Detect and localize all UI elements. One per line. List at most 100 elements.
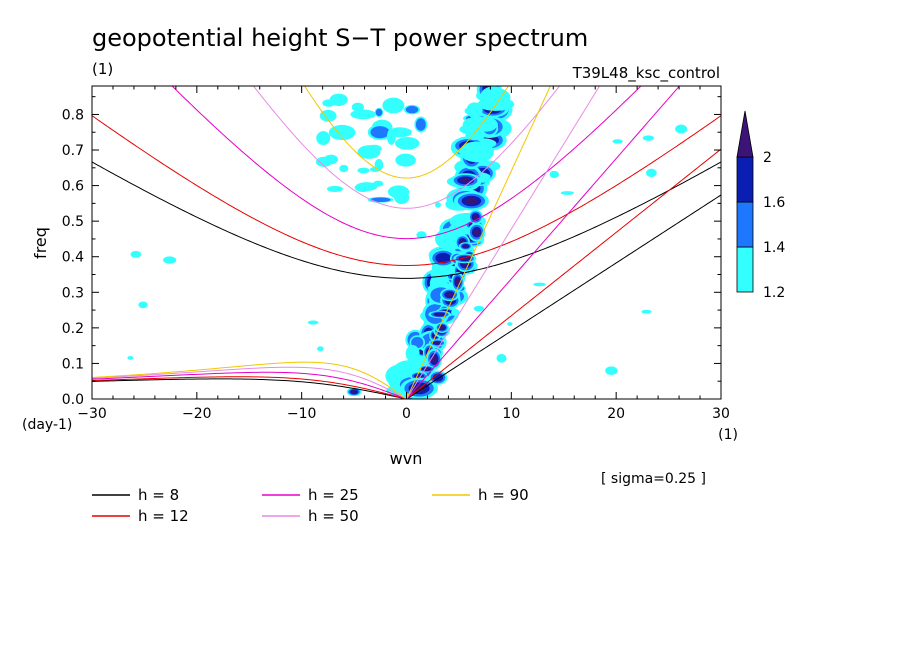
- dispersion-line: [406, 86, 681, 399]
- x-axis-ticks: −30 −20 −10 0 10 20 30: [77, 86, 730, 422]
- contour-cell: [329, 93, 348, 106]
- contour-cell: [560, 191, 575, 195]
- contour-cell: [387, 127, 412, 138]
- legend-label: h = 90: [478, 486, 529, 504]
- y-tick-label: 0.0: [62, 392, 84, 408]
- y-tick-label: 0.3: [62, 285, 84, 301]
- contour-cell: [387, 185, 410, 199]
- y-tick-label: 0.4: [62, 250, 84, 266]
- legend-label: h = 8: [138, 486, 179, 504]
- contour-cell: [366, 144, 382, 153]
- contour-cell: [496, 353, 507, 363]
- dispersion-line: [92, 366, 407, 399]
- contour-cell: [475, 116, 498, 132]
- contour-cell: [370, 126, 390, 139]
- sigma-annotation: [ sigma=0.25 ]: [601, 471, 706, 487]
- contour-cell: [533, 282, 546, 287]
- contour-cell: [465, 197, 478, 205]
- contour-cell: [369, 166, 381, 173]
- dispersion-line: [92, 361, 407, 399]
- contour-cell: [435, 252, 451, 264]
- contour-cell: [455, 278, 460, 286]
- contour-cell: [354, 183, 372, 192]
- contour-cell: [127, 356, 134, 360]
- contour-cell: [473, 214, 479, 220]
- contour-cell: [130, 250, 142, 258]
- y-tick-label: 0.1: [62, 356, 84, 372]
- y-unit-label: (day-1): [22, 417, 72, 433]
- legend-label: h = 50: [308, 507, 359, 525]
- contour-cell: [315, 156, 332, 167]
- y-axis-ticks: 0.0 0.1 0.2 0.3 0.4 0.5 0.6 0.7 0.8: [62, 96, 721, 408]
- contour-cell: [350, 109, 376, 120]
- x-tick-label: −20: [182, 406, 212, 422]
- contour-cell: [373, 180, 384, 187]
- contour-cell: [351, 102, 364, 112]
- colorbar-label: 1.6: [763, 195, 785, 211]
- dispersion-line: [171, 86, 642, 240]
- contour-cell: [479, 86, 508, 110]
- contour-cell: [501, 100, 509, 105]
- y-tick-label: 0.2: [62, 321, 84, 337]
- contour-cell: [326, 185, 343, 193]
- x-tick-label: 30: [712, 406, 730, 422]
- dispersion-line: [304, 86, 509, 179]
- contour-cell: [473, 305, 485, 312]
- colorbar-segment: [736, 156, 754, 203]
- contour-cell: [646, 168, 657, 178]
- contour-cell: [439, 325, 445, 330]
- contour-cell: [612, 139, 623, 144]
- colorbar-segment: [736, 201, 754, 248]
- contour-cell: [431, 355, 437, 363]
- contour-cell: [435, 202, 441, 208]
- dispersion-line: [406, 86, 601, 399]
- colorbar-segment: [736, 246, 754, 293]
- dispersion-curves: [92, 86, 721, 399]
- contour-cell: [451, 309, 460, 317]
- contour-cell: [467, 129, 475, 136]
- dispersion-line: [92, 378, 407, 399]
- contour-cell: [473, 228, 480, 236]
- contour-cell: [382, 97, 405, 114]
- contour-cell: [317, 346, 324, 352]
- contour-cell: [375, 108, 383, 117]
- dispersion-line: [92, 161, 721, 279]
- contour-cell: [163, 256, 177, 264]
- dispersion-line: [92, 115, 721, 266]
- contour-cell: [316, 131, 331, 145]
- contour-cell: [466, 102, 483, 118]
- legend-label: h = 12: [138, 507, 189, 525]
- contour-cell: [405, 105, 419, 114]
- contour-cell: [307, 320, 319, 325]
- x-tick-label: 20: [607, 406, 625, 422]
- chart-subtitle-right: T39L48_ksc_control: [572, 64, 720, 83]
- contour-cell: [463, 244, 468, 248]
- y-tick-label: 0.5: [62, 214, 84, 230]
- legend-label: h = 25: [308, 486, 359, 504]
- legend: h = 8 h = 12 h = 25 h = 50 h = 90: [92, 486, 529, 525]
- colorbar-label: 1.4: [763, 240, 785, 256]
- contour-cell: [351, 390, 357, 394]
- contour-cell: [394, 136, 420, 150]
- x-tick-label: −30: [77, 406, 107, 422]
- contour-cell: [459, 141, 494, 163]
- contour-cell: [446, 292, 453, 297]
- contour-cell: [507, 322, 513, 326]
- contour-cell: [675, 124, 688, 134]
- chart-subtitle-left: (1): [92, 60, 113, 78]
- y-axis-label: freq: [31, 227, 50, 259]
- contour-cell: [605, 366, 618, 375]
- colorbar-triangle: [736, 110, 754, 158]
- contour-cell: [395, 153, 416, 167]
- contour-cell: [339, 164, 349, 173]
- colorbar-label: 1.2: [763, 285, 785, 301]
- contour-cell: [460, 177, 471, 183]
- contour-cell: [434, 341, 441, 345]
- y-tick-label: 0.7: [62, 143, 84, 159]
- contour-fill: [127, 86, 688, 399]
- dispersion-line: [252, 86, 561, 209]
- contour-cell: [415, 118, 426, 131]
- colorbar: 1.2 1.4 1.6 2: [736, 110, 785, 301]
- x-unit-label: (1): [718, 427, 738, 443]
